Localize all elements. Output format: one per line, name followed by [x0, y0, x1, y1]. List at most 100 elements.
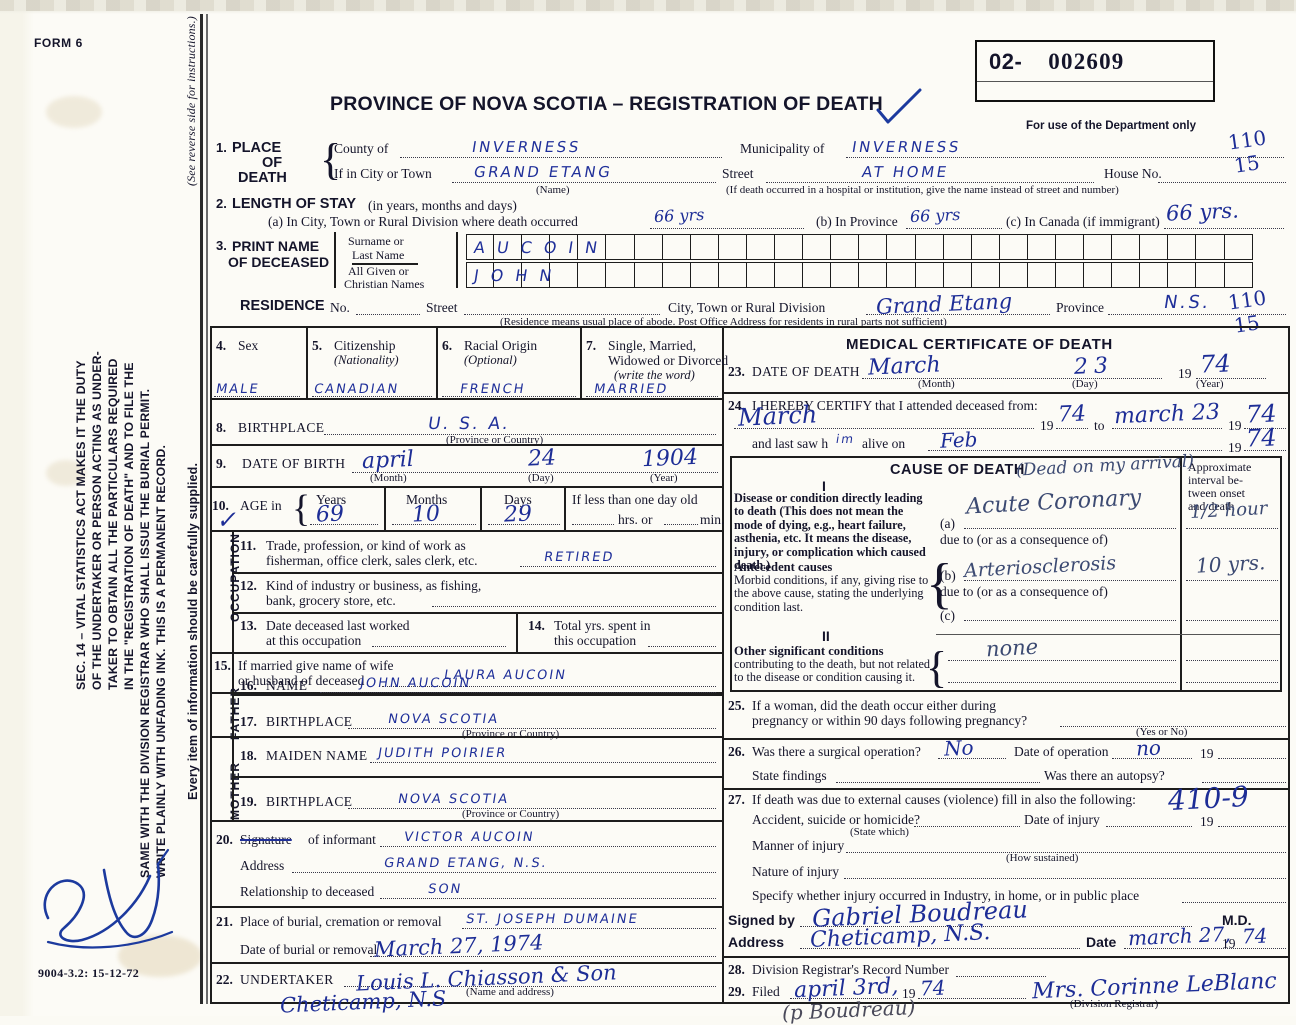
- mother-birthplace-label: BIRTHPLACE: [266, 794, 353, 809]
- grid-cell[interactable]: [466, 234, 495, 260]
- trade-item-no: 11.: [240, 538, 257, 553]
- undertaker-label: UNDERTAKER: [240, 972, 334, 987]
- grid-cell[interactable]: [1084, 234, 1113, 260]
- grid-cell[interactable]: [775, 234, 804, 260]
- grid-cell[interactable]: [971, 262, 1000, 288]
- filed-item-no: 29.: [728, 984, 745, 999]
- municipality-dots: [846, 157, 1284, 158]
- informant-label: of informant: [308, 832, 376, 847]
- grid-cell[interactable]: [690, 234, 719, 260]
- grid-cell[interactable]: [1055, 262, 1085, 288]
- trade-label-2: fisherman, office clerk, sales clerk, et…: [266, 553, 478, 568]
- grid-cell[interactable]: [943, 234, 972, 260]
- informant-relationship-value: SON: [426, 882, 464, 897]
- grid-cell[interactable]: [971, 234, 1000, 260]
- informant-address-label: Address: [240, 858, 285, 873]
- grid-cell[interactable]: [634, 262, 663, 288]
- dob-day-value: 24: [527, 445, 557, 472]
- record-number-label: Division Registrar's Record Number: [752, 962, 950, 977]
- grid-cell[interactable]: [522, 234, 551, 260]
- municipality-label: Municipality of: [740, 141, 825, 156]
- grid-cell[interactable]: [550, 234, 579, 260]
- residence-province-value: N.S.: [1162, 292, 1213, 313]
- dod-year-prefix: 19: [1178, 366, 1192, 381]
- grid-cell[interactable]: [803, 234, 832, 260]
- grid-cell[interactable]: [466, 262, 495, 288]
- father-birthplace-item-no: 17.: [240, 714, 257, 729]
- grid-cell[interactable]: [803, 262, 832, 288]
- grid-cell[interactable]: [494, 234, 523, 260]
- grid-cell[interactable]: [887, 234, 916, 260]
- grid-cell[interactable]: [915, 234, 944, 260]
- house-no-label: House No.: [1104, 166, 1162, 181]
- grid-cell[interactable]: [718, 262, 747, 288]
- surname-grid[interactable]: [466, 234, 1253, 260]
- occupation-bottom-rule: [210, 652, 722, 654]
- grid-cell[interactable]: [718, 234, 747, 260]
- grid-cell[interactable]: [943, 262, 972, 288]
- grid-cell[interactable]: [606, 262, 635, 288]
- residence-street-dots: [464, 314, 660, 315]
- grid-cell[interactable]: [634, 234, 663, 260]
- dob-month-value: april: [361, 446, 415, 475]
- grid-cell[interactable]: [1112, 234, 1141, 260]
- stay-city-label: (a) In City, Town or Rural Division wher…: [268, 214, 578, 229]
- grid-cell[interactable]: [1055, 234, 1085, 260]
- industry-item-no: 12.: [240, 578, 257, 593]
- grid-cell[interactable]: [1140, 234, 1169, 260]
- grid-cell[interactable]: [1112, 262, 1141, 288]
- main-form-frame: [210, 326, 1290, 1004]
- father-name-label: NAME: [266, 678, 308, 693]
- grid-cell[interactable]: [775, 262, 804, 288]
- grid-cell[interactable]: [746, 234, 776, 260]
- cause-line-c-interval-dots: [1186, 620, 1278, 621]
- last-saw-him: im: [834, 432, 857, 446]
- margin-signature-flourish: [43, 848, 174, 949]
- grid-cell[interactable]: [887, 262, 916, 288]
- grid-cell[interactable]: [746, 262, 776, 288]
- racial-origin-sub: (Optional): [464, 353, 517, 367]
- given-name-grid[interactable]: [466, 262, 1253, 288]
- brace-place-of-death: {: [320, 135, 342, 184]
- grid-cell[interactable]: [578, 262, 607, 288]
- grid-cell[interactable]: [1027, 234, 1056, 260]
- grid-cell[interactable]: [1196, 262, 1225, 288]
- grid-cell[interactable]: [550, 262, 579, 288]
- grid-cell[interactable]: [522, 262, 551, 288]
- interval-heading-4: and death: [1188, 499, 1235, 513]
- grid-cell[interactable]: [1168, 234, 1197, 260]
- grid-cell[interactable]: [1084, 262, 1113, 288]
- grid-cell[interactable]: [915, 262, 944, 288]
- grid-cell[interactable]: [1140, 262, 1169, 288]
- grid-cell[interactable]: [859, 262, 888, 288]
- grid-cell[interactable]: [606, 234, 635, 260]
- grid-cell[interactable]: [494, 262, 523, 288]
- surname-underline: [352, 263, 418, 265]
- grid-cell[interactable]: [578, 234, 607, 260]
- birthplace-sub: (Province or Country): [446, 434, 544, 446]
- dob-item-no: 9.: [216, 456, 227, 471]
- spouse-label-1: If married give name of wife: [238, 658, 394, 673]
- grid-cell[interactable]: [859, 234, 888, 260]
- pregnancy-label-1: If a woman, did the death occur either d…: [752, 698, 997, 713]
- given-label-2: Christian Names: [344, 277, 425, 291]
- margin-divider-thin: [206, 14, 208, 1004]
- grid-cell[interactable]: [662, 234, 691, 260]
- grid-cell[interactable]: [1168, 262, 1197, 288]
- grid-cell[interactable]: [999, 234, 1028, 260]
- last-worked-label-1: Date deceased last worked: [266, 618, 410, 633]
- grid-cell[interactable]: [1027, 262, 1056, 288]
- grid-cell[interactable]: [662, 262, 691, 288]
- grid-cell[interactable]: [831, 234, 860, 260]
- grid-cell[interactable]: [999, 262, 1028, 288]
- undertaker-item-no: 22.: [216, 972, 233, 987]
- father-birthplace-dots: [348, 728, 716, 729]
- street-value: AT HOME: [860, 163, 951, 181]
- cause-due-to-1: due to (or as a consequence of): [940, 532, 1108, 547]
- grid-cell[interactable]: [1196, 234, 1225, 260]
- dob-month-sub: (Month): [370, 472, 407, 484]
- grid-cell[interactable]: [831, 262, 860, 288]
- grid-cell[interactable]: [690, 262, 719, 288]
- grid-cell[interactable]: [1224, 234, 1253, 260]
- grid-cell[interactable]: [1224, 262, 1253, 288]
